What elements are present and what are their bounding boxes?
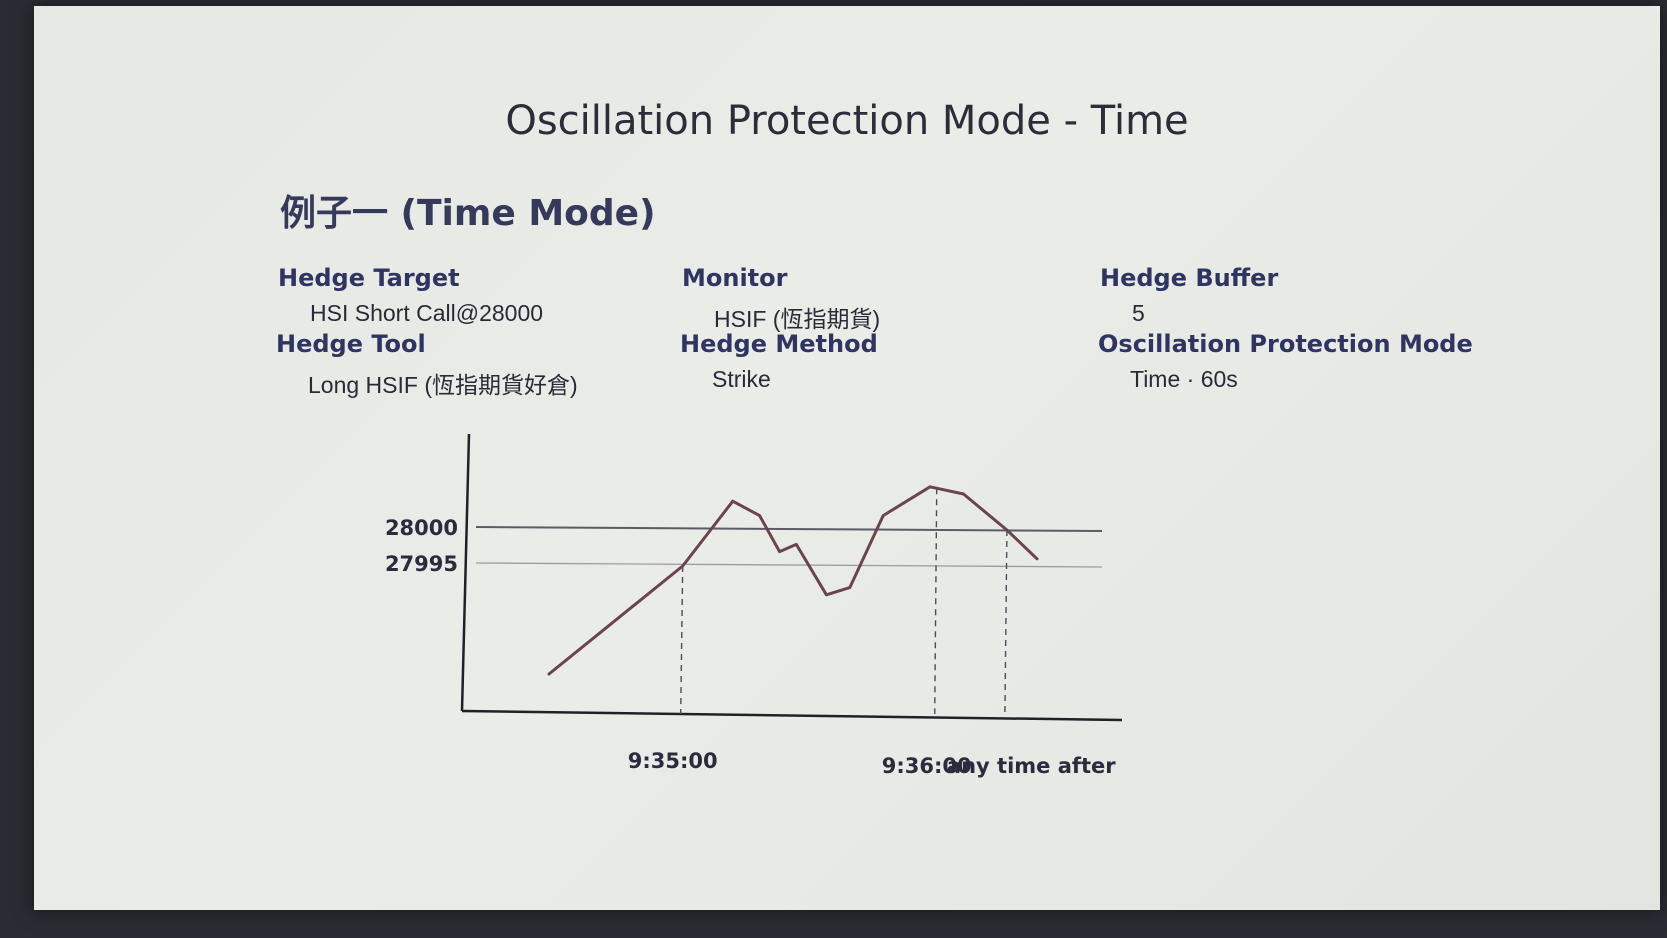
time-marker-line-0	[679, 565, 684, 715]
param-hedge-method: Hedge Method Strike	[680, 330, 878, 393]
reference-line-28000	[475, 526, 1103, 532]
param-hedge-tool: Hedge Tool Long HSIF (恆指期貨好倉)	[276, 330, 578, 400]
reference-line-27995	[475, 562, 1103, 568]
param-monitor: Monitor HSIF (恆指期貨)	[682, 264, 880, 334]
hedge-method-label: Hedge Method	[680, 330, 878, 358]
hedge-target-value: HSI Short Call@28000	[310, 300, 544, 326]
hedge-tool-value: Long HSIF (恆指期貨好倉)	[308, 372, 578, 398]
param-hedge-target: Hedge Target HSI Short Call@28000	[278, 264, 543, 327]
hedge-method-value: Strike	[712, 366, 771, 392]
time-marker-line-2	[1004, 529, 1008, 715]
x-tick-label-1: 9:36:00	[882, 754, 972, 778]
slide-title: Oscillation Protection Mode - Time	[505, 98, 1189, 144]
x-tick-label-0: 9:35:00	[628, 749, 718, 773]
example-title: 例子一 (Time Mode)	[280, 193, 656, 234]
y-tick-label-28000: 28000	[385, 516, 458, 540]
hedge-buffer-value: 5	[1132, 300, 1145, 326]
series-line-0	[547, 485, 1039, 676]
slide: Oscillation Protection Mode - Time 例子一 (…	[34, 6, 1660, 910]
hedge-tool-label: Hedge Tool	[276, 330, 426, 358]
hedge-target-label: Hedge Target	[278, 264, 460, 292]
monitor-value: HSIF (恆指期貨)	[714, 306, 881, 332]
oscillation-mode-label: Oscillation Protection Mode	[1098, 330, 1473, 358]
oscillation-mode-value: Time · 60s	[1130, 366, 1238, 392]
y-axis	[460, 433, 471, 712]
time-marker-line-1	[934, 488, 938, 715]
y-tick-label-27995: 27995	[385, 552, 458, 576]
x-tick-label-2: any time after	[947, 754, 1116, 778]
param-hedge-buffer: Hedge Buffer 5	[1100, 264, 1278, 327]
hedge-buffer-label: Hedge Buffer	[1100, 264, 1279, 292]
monitor-label: Monitor	[682, 264, 788, 292]
x-axis	[461, 709, 1123, 722]
param-oscillation-mode: Oscillation Protection Mode Time · 60s	[1098, 330, 1473, 393]
